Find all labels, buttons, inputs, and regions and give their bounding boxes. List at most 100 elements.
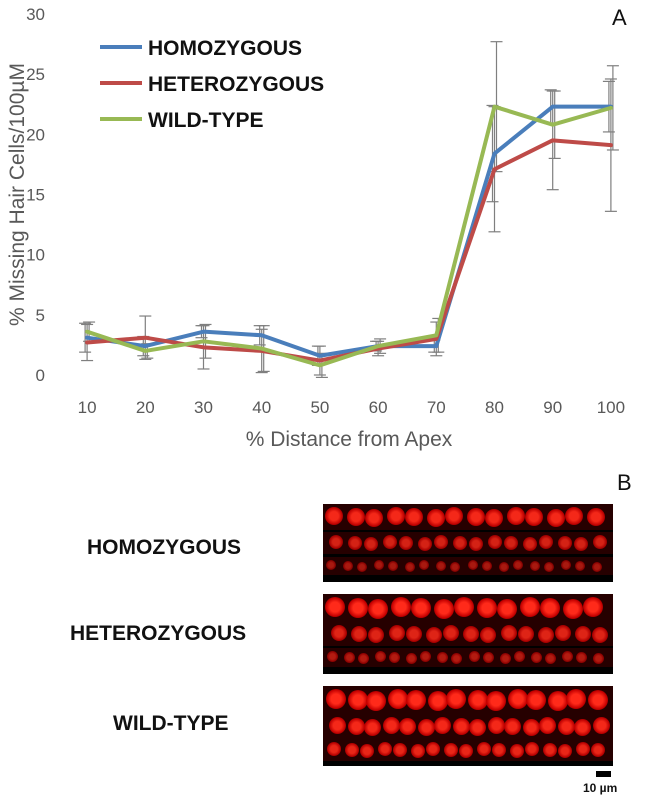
hair-cell	[399, 536, 413, 550]
hair-cell	[537, 627, 554, 643]
hair-cell	[391, 597, 412, 617]
hair-cell	[500, 625, 517, 641]
legend-label: HOMOZYGOUS	[148, 37, 302, 60]
hair-cell	[411, 598, 432, 618]
hair-cell	[329, 535, 343, 549]
hair-cell	[451, 653, 463, 664]
hair-cell	[392, 743, 407, 757]
hair-cell	[399, 718, 416, 735]
hair-cell	[406, 653, 418, 664]
hair-cell	[524, 742, 539, 756]
hair-cell	[377, 742, 392, 756]
hair-cell	[327, 651, 338, 662]
series-line-heterozygous	[85, 138, 613, 363]
hair-cell	[565, 507, 583, 525]
hair-cell	[436, 561, 447, 571]
legend-label: HETEROZYGOUS	[148, 73, 324, 96]
hair-cell	[590, 743, 605, 757]
hair-cell	[523, 537, 537, 551]
hair-cell	[420, 651, 432, 662]
x-axis-title: % Distance from Apex	[246, 428, 453, 451]
hair-cell	[507, 689, 528, 709]
hair-cell	[506, 507, 525, 525]
legend-label: WILD-TYPE	[148, 109, 264, 132]
hair-cell	[566, 689, 586, 709]
hair-cell	[583, 597, 604, 617]
hair-cell	[344, 652, 356, 663]
hair-cell	[389, 652, 401, 663]
hair-cell	[593, 717, 610, 734]
hair-cell	[587, 690, 608, 710]
x-tick-label: 60	[369, 398, 388, 417]
hair-cell	[329, 717, 346, 734]
hair-cell	[547, 691, 568, 711]
hair-cell	[326, 689, 346, 709]
hair-cell	[388, 561, 399, 571]
hair-cell	[454, 597, 475, 617]
hair-cell	[555, 625, 571, 641]
hair-cell	[437, 652, 449, 663]
hair-cell	[542, 743, 557, 757]
hair-cell	[443, 625, 459, 641]
hair-cell	[499, 653, 511, 664]
hair-cell	[540, 598, 561, 618]
hair-cell	[523, 719, 540, 736]
x-tick-label: 70	[427, 398, 446, 417]
hair-cell	[476, 742, 491, 756]
hair-cell	[343, 561, 354, 571]
scale-bar	[596, 771, 611, 777]
micrograph-heterozygous	[323, 594, 613, 674]
hair-cell	[525, 508, 543, 526]
hair-cell	[482, 652, 494, 663]
hair-cell	[458, 744, 473, 758]
hair-cell	[348, 536, 362, 550]
hair-cell	[526, 690, 546, 710]
hair-cell	[575, 626, 592, 642]
hair-cell	[366, 691, 386, 711]
hair-cell	[406, 690, 426, 710]
hair-cell	[425, 627, 442, 643]
hair-cell	[348, 598, 369, 618]
hair-cell	[539, 535, 553, 549]
hair-cell	[365, 509, 383, 527]
hair-cell	[520, 597, 541, 617]
hair-cell	[504, 536, 518, 550]
hair-cell	[387, 689, 408, 709]
hair-cell	[592, 627, 609, 643]
hair-cell	[434, 599, 455, 619]
hair-cell	[467, 690, 488, 710]
scale-bar-label: 10 µm	[583, 781, 618, 795]
hair-cell	[358, 653, 370, 664]
hair-cell	[517, 626, 534, 642]
hair-cell	[561, 651, 573, 662]
hair-cell	[434, 535, 448, 549]
hair-cell	[544, 653, 556, 664]
x-tick-label: 100	[597, 398, 625, 417]
hair-cell	[480, 627, 497, 643]
hair-cell	[591, 562, 602, 572]
x-tick-label: 40	[252, 398, 271, 417]
hair-cell	[453, 718, 470, 735]
y-tick-label: 0	[36, 366, 45, 385]
hair-cell	[357, 562, 368, 572]
line-chart: 0 5 10 15 20 25 30 10 20 30 40 50 60 70 80 90 100 % Dista…	[6, 5, 625, 451]
hair-cell	[427, 691, 448, 711]
hair-cell	[327, 742, 341, 756]
hair-cell	[466, 508, 485, 526]
hair-cell	[443, 743, 458, 757]
hair-cell	[364, 719, 381, 736]
hair-cell	[513, 651, 525, 662]
hair-cell	[348, 718, 365, 735]
micrograph-homozygous	[323, 504, 613, 582]
hair-cell	[558, 536, 572, 550]
hair-cell	[453, 536, 467, 550]
y-tick-label: 25	[26, 65, 45, 84]
hair-cell	[463, 626, 480, 642]
image-label-wild-type: WILD-TYPE	[113, 712, 229, 735]
y-tick-label: 15	[26, 186, 45, 205]
y-tick-label: 10	[26, 246, 45, 265]
hair-cell	[426, 509, 445, 527]
hair-cell	[509, 744, 524, 758]
y-tick-label: 30	[26, 5, 45, 24]
micrograph-wild-type	[323, 686, 613, 766]
